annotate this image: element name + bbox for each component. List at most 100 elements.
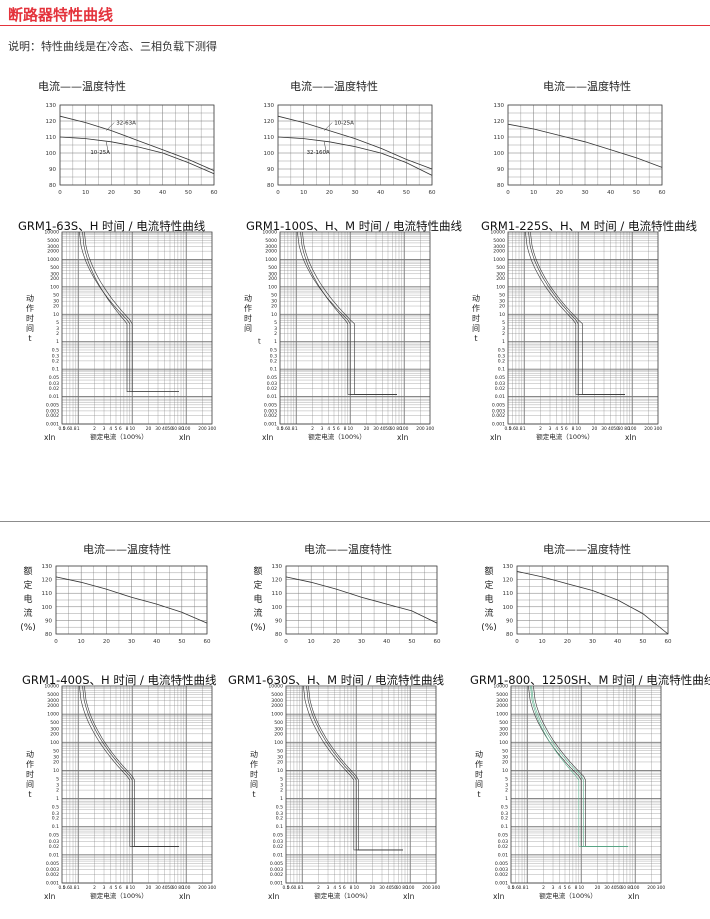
log-x-tick: 2	[93, 885, 96, 891]
log-y-tick: 0.003	[264, 408, 277, 414]
temp-x-tick: 50	[403, 190, 410, 196]
log-x-tick: 200	[416, 426, 425, 432]
temp-y-tick: 120	[264, 119, 275, 125]
log-y-tick: 0.02	[49, 386, 59, 392]
temp-chart-frame	[59, 104, 215, 186]
log-y-tick: 50	[499, 293, 505, 299]
temp-series-leader	[105, 141, 109, 152]
temp-y-tick: 130	[264, 103, 275, 109]
log-x-tick: 0.5	[59, 426, 66, 432]
temp-series-line	[59, 136, 215, 175]
log-y-tick: 0.05	[498, 833, 508, 839]
temp-y-tick: 130	[272, 564, 283, 570]
log-y-tick: 100	[496, 284, 505, 290]
trip-curve	[300, 231, 397, 395]
log-x-tick: 0.8	[294, 885, 301, 891]
log-y-tick: 500	[499, 720, 508, 726]
log-x-tick: 5	[561, 426, 564, 432]
log-y-tick: 300	[268, 271, 277, 277]
log-x-tick: 80	[396, 426, 402, 432]
log-y-tick: 300	[50, 271, 59, 277]
log-y-tick: 0.01	[49, 852, 59, 858]
log-y-tick: 2000	[493, 249, 505, 255]
log-x-tick: 50	[385, 426, 391, 432]
temp-y-label-char: (%)	[250, 623, 266, 633]
temp-chart-title: 电流——温度特性	[543, 543, 631, 556]
log-y-tick: 3	[280, 783, 283, 789]
log-y-tick: 0.005	[264, 402, 277, 408]
log-y-label-char: 间	[26, 324, 34, 333]
log-y-tick: 10	[499, 312, 505, 318]
log-y-tick: 0.01	[267, 394, 277, 400]
log-y-label-char: 作	[26, 759, 34, 769]
log-y-tick: 20	[502, 759, 508, 765]
temp-y-tick: 110	[264, 135, 275, 141]
log-x-tick: 300	[208, 426, 217, 432]
log-x-tick: 40	[608, 426, 614, 432]
log-y-tick: 5	[56, 320, 59, 326]
temp-y-tick: 120	[494, 119, 505, 125]
log-y-label-char: 时	[475, 769, 483, 779]
log-y-tick: 300	[274, 726, 283, 732]
trip-curve	[79, 685, 179, 847]
temp-x-tick: 60	[665, 639, 672, 645]
log-y-tick: 20	[499, 304, 505, 310]
log-x-tick: 40	[611, 885, 617, 891]
log-y-tick: 0.3	[498, 354, 505, 360]
temp-y-tick: 120	[503, 578, 514, 584]
log-chart-frame	[507, 231, 659, 425]
log-y-tick: 0.5	[276, 805, 283, 811]
log-y-tick: 20	[271, 304, 277, 310]
log-x-tick: 2	[542, 885, 545, 891]
log-y-label-char: 间	[244, 324, 252, 333]
log-y-label-char: 作	[244, 303, 252, 313]
log-y-label-char: 时	[472, 313, 480, 323]
log-x-tick: 50	[616, 885, 622, 891]
log-x-tick: 20	[364, 426, 370, 432]
temp-y-tick: 80	[45, 632, 52, 638]
temp-x-tick: 50	[639, 639, 646, 645]
x-multiplier-right: xIn	[179, 892, 191, 901]
log-y-tick: 5000	[493, 238, 505, 244]
temp-y-tick: 80	[267, 183, 274, 189]
log-x-tick: 60	[620, 885, 626, 891]
temp-x-tick: 60	[434, 639, 441, 645]
log-y-tick: 5000	[271, 692, 283, 698]
temp-y-tick: 100	[272, 605, 283, 611]
log-x-tick: 300	[432, 885, 441, 891]
time-current-chart-title: GRM1-400S、H 时间 / 电流特性曲线	[22, 673, 217, 687]
log-y-tick: 1	[56, 339, 59, 345]
log-y-tick: 0.002	[270, 872, 283, 878]
trip-curve	[308, 685, 403, 851]
log-y-tick: 2	[502, 331, 505, 337]
log-y-tick: 1000	[496, 712, 508, 718]
log-x-tick: 10	[578, 885, 584, 891]
log-y-tick: 30	[502, 755, 508, 761]
log-x-tick: 4	[327, 426, 330, 432]
log-y-tick: 0.001	[270, 881, 283, 887]
log-y-tick: 0.03	[49, 381, 59, 387]
time-current-chart-title: GRM1-800、1250SH、M 时间 / 电流特性曲线	[470, 673, 710, 687]
log-y-tick: 200	[268, 276, 277, 282]
temp-x-tick: 40	[159, 190, 166, 196]
log-x-tick: 300	[657, 885, 666, 891]
temp-y-tick: 100	[494, 151, 505, 157]
temp-chart-title: 电流——温度特性	[83, 543, 171, 556]
temp-chart-title: 电流——温度特性	[38, 80, 126, 93]
log-x-tick: 3	[321, 426, 324, 432]
temp-series-line	[277, 136, 433, 176]
temp-x-tick: 30	[358, 639, 365, 645]
page-title: 断路器特性曲线	[8, 6, 114, 24]
log-y-tick: 10000	[490, 230, 505, 236]
log-y-tick: 5000	[47, 692, 59, 698]
log-y-label-char: 间	[26, 780, 34, 789]
trip-curve	[531, 685, 628, 847]
log-y-tick: 20	[277, 759, 283, 765]
log-x-tick: 1	[523, 426, 526, 432]
temp-y-label-char: 流	[253, 607, 262, 619]
temp-x-tick: 20	[326, 190, 333, 196]
